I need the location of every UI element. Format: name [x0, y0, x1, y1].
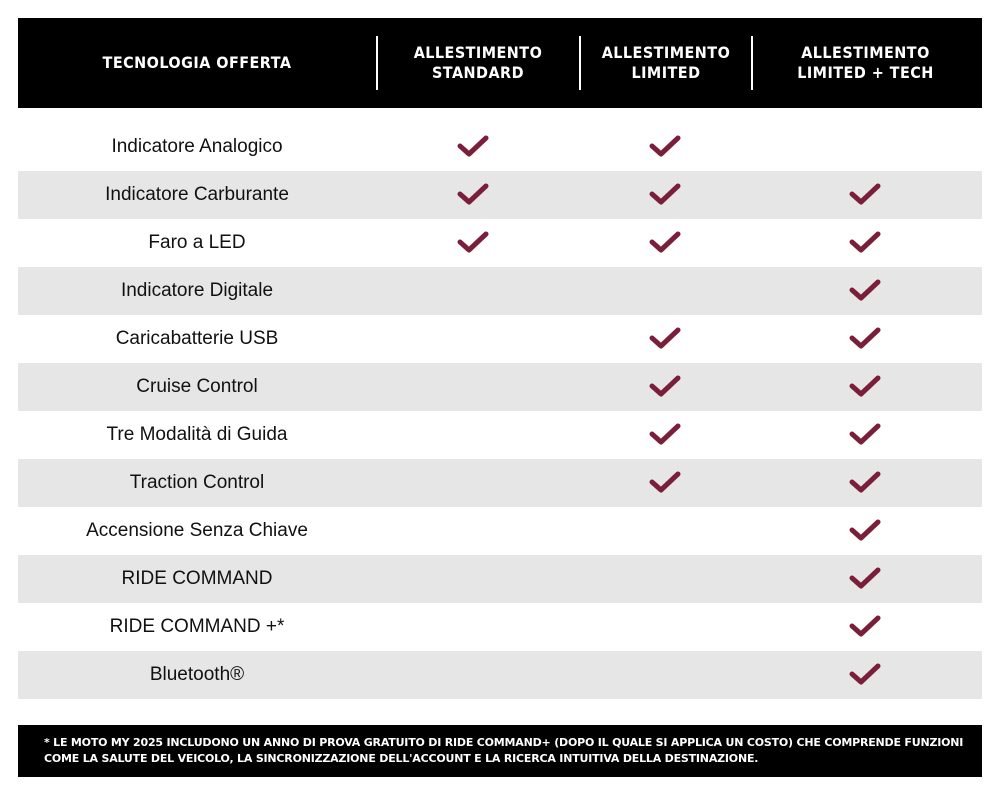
- table-row: RIDE COMMAND: [18, 555, 982, 603]
- check-icon: [649, 471, 681, 493]
- feature-label: Bluetooth®: [149, 664, 245, 685]
- feature-label: Accensione Senza Chiave: [86, 520, 308, 541]
- header-divider: [751, 36, 753, 90]
- feature-label: Cruise Control: [136, 376, 258, 397]
- table-row: RIDE COMMAND +*: [18, 603, 982, 651]
- table-row: Cruise Control: [18, 363, 982, 411]
- header-limited-tech: ALLESTIMENTO LIMITED + TECH: [797, 43, 934, 82]
- feature-label: RIDE COMMAND: [121, 568, 273, 589]
- check-icon: [849, 279, 881, 301]
- check-icon: [849, 615, 881, 637]
- table-row: Caricabatterie USB: [18, 315, 982, 363]
- check-icon: [649, 183, 681, 205]
- footnote: * LE MOTO MY 2025 INCLUDONO UN ANNO DI P…: [18, 725, 982, 777]
- feature-label: RIDE COMMAND +*: [109, 616, 285, 637]
- feature-label: Indicatore Digitale: [120, 280, 274, 301]
- feature-label: Indicatore Carburante: [105, 184, 289, 205]
- header-divider: [376, 36, 378, 90]
- header-feature: TECNOLOGIA OFFERTA: [102, 53, 292, 72]
- check-icon: [649, 375, 681, 397]
- check-icon: [849, 327, 881, 349]
- table-row: Indicatore Digitale: [18, 267, 982, 315]
- check-icon: [649, 135, 681, 157]
- table-row: Indicatore Analogico: [18, 123, 982, 171]
- header-limited: ALLESTIMENTO LIMITED: [601, 43, 731, 82]
- check-icon: [849, 183, 881, 205]
- feature-label: Tre Modalità di Guida: [106, 424, 288, 445]
- feature-label: Faro a LED: [148, 232, 246, 253]
- check-icon: [849, 663, 881, 685]
- table-header: TECNOLOGIA OFFERTA ALLESTIMENTO STANDARD…: [18, 18, 982, 108]
- table-row: Faro a LED: [18, 219, 982, 267]
- table-row: Indicatore Carburante: [18, 171, 982, 219]
- header-standard: ALLESTIMENTO STANDARD: [413, 43, 543, 82]
- table-row: Traction Control: [18, 459, 982, 507]
- check-icon: [457, 183, 489, 205]
- header-divider: [579, 36, 581, 90]
- check-icon: [457, 135, 489, 157]
- feature-label: Caricabatterie USB: [115, 328, 279, 349]
- table-row: Bluetooth®: [18, 651, 982, 699]
- check-icon: [457, 231, 489, 253]
- check-icon: [849, 231, 881, 253]
- check-icon: [849, 519, 881, 541]
- check-icon: [849, 567, 881, 589]
- feature-label: Traction Control: [129, 472, 265, 493]
- check-icon: [649, 231, 681, 253]
- check-icon: [849, 471, 881, 493]
- check-icon: [649, 423, 681, 445]
- feature-label: Indicatore Analogico: [111, 136, 283, 157]
- check-icon: [849, 375, 881, 397]
- check-icon: [649, 327, 681, 349]
- check-icon: [849, 423, 881, 445]
- table-row: Tre Modalità di Guida: [18, 411, 982, 459]
- table-row: Accensione Senza Chiave: [18, 507, 982, 555]
